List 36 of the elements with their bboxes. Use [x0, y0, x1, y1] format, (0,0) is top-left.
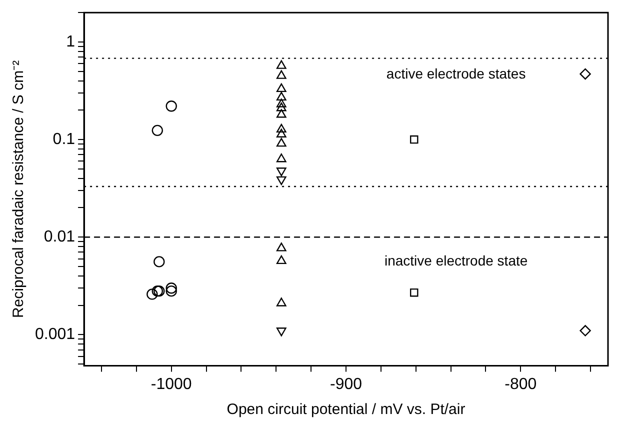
- point: [276, 60, 286, 69]
- point: [410, 288, 418, 297]
- x-tick-label: -1000: [150, 376, 192, 393]
- annotation: inactive electrode state: [384, 252, 528, 268]
- y-tick-label: 0.001: [34, 326, 76, 344]
- point: [410, 135, 418, 144]
- point: [276, 242, 286, 252]
- x-tick-label: -900: [330, 376, 362, 393]
- point: [166, 282, 177, 294]
- y-tick-label: 0.1: [52, 130, 76, 148]
- x-tick-label: -800: [504, 376, 537, 393]
- point: [276, 328, 286, 336]
- x-axis-title: Open circuit potential / mV vs. Pt/air: [226, 401, 466, 418]
- point: [276, 128, 286, 138]
- point: [166, 285, 177, 297]
- point: [152, 124, 163, 136]
- point: [276, 138, 286, 147]
- point: [276, 92, 286, 101]
- point: [276, 83, 286, 92]
- point: [276, 298, 286, 306]
- point: [276, 109, 286, 118]
- point: [276, 98, 286, 108]
- y-tick-label: 1: [66, 33, 76, 50]
- y-axis-title: Reciprocal faradaic resistance / S cm⁻²: [10, 60, 28, 318]
- point: [580, 325, 591, 336]
- y-tick-label: 0.01: [44, 228, 76, 246]
- point: [276, 255, 286, 264]
- annotation: active electrode states: [386, 65, 526, 82]
- point: [276, 70, 286, 79]
- point: [154, 256, 165, 268]
- point: [276, 124, 286, 133]
- point: [166, 100, 177, 112]
- point: [276, 154, 286, 162]
- point: [276, 102, 286, 112]
- point: [146, 288, 158, 300]
- point: [580, 68, 591, 80]
